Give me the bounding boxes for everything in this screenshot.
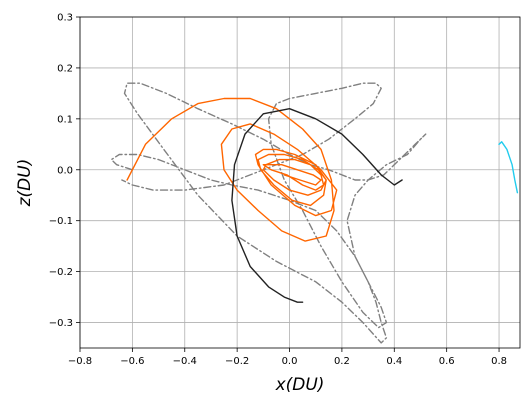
x-tick-label: 0.8 — [491, 356, 507, 367]
y-axis-label: z(DU) — [15, 159, 35, 208]
y-tick-label: −0.2 — [49, 267, 73, 278]
x-tick-label: 0.2 — [334, 356, 350, 367]
trajectory-line-3 — [231, 107, 403, 303]
trajectory-line-1 — [110, 82, 427, 344]
x-tick-label: 0.6 — [439, 356, 455, 367]
y-tick-label: 0.3 — [57, 13, 73, 24]
y-tick-label: 0.1 — [57, 114, 73, 125]
x-tick-label: 0.4 — [386, 356, 402, 367]
x-axis-ticks: −0.8 −0.6 −0.4 −0.2 0.0 0.2 0.4 0.6 0.8 — [68, 348, 507, 367]
y-tick-label: −0.3 — [49, 318, 73, 329]
trajectory-line-2 — [126, 97, 338, 242]
x-tick-label: 0.0 — [282, 356, 298, 367]
y-tick-label: 0.2 — [57, 63, 73, 74]
x-tick-label: −0.2 — [225, 356, 249, 367]
x-tick-label: −0.6 — [120, 356, 144, 367]
y-tick-label: 0.0 — [57, 165, 73, 176]
plot-frame — [79, 16, 521, 349]
x-axis-label: x(DU) — [275, 375, 325, 394]
grid-lines — [79, 16, 520, 348]
series-layer — [110, 82, 519, 344]
y-axis-ticks: −0.3 −0.2 −0.1 0.0 0.1 0.2 0.3 — [49, 13, 80, 329]
y-tick-label: −0.1 — [49, 216, 73, 227]
x-tick-label: −0.8 — [68, 356, 92, 367]
x-tick-label: −0.4 — [173, 356, 197, 367]
trajectory-line-4 — [498, 141, 519, 194]
